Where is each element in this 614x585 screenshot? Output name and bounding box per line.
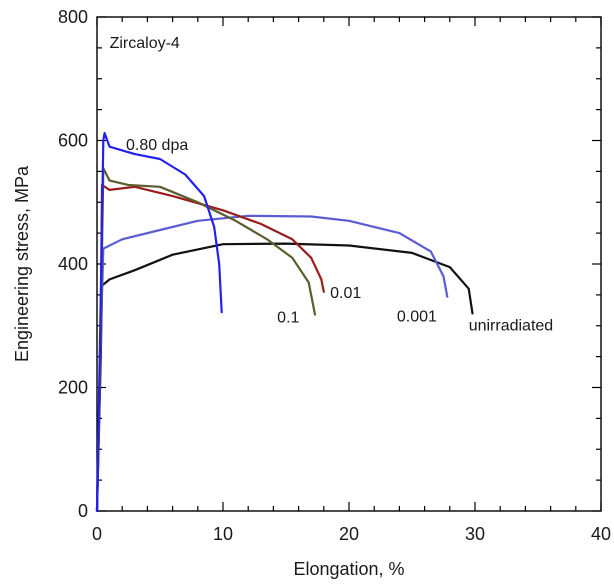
annotation-unirradiated: unirradiated bbox=[469, 318, 554, 335]
y-axis-label: Engineering stress, MPa bbox=[12, 165, 32, 362]
plot-frame bbox=[96, 16, 602, 512]
annotation-0-80-dpa: 0.80 dpa bbox=[126, 137, 188, 154]
axis-ticks bbox=[96, 16, 602, 512]
x-tick-label: 0 bbox=[92, 524, 102, 544]
series-line-unirradiated bbox=[95, 242, 474, 513]
series-line-0-01 bbox=[95, 183, 325, 513]
y-tick-label: 800 bbox=[58, 7, 88, 27]
annotation-0-001: 0.001 bbox=[397, 308, 437, 325]
data-series bbox=[95, 132, 474, 513]
series-line-0-001 bbox=[95, 214, 449, 513]
annotations: Zircaloy-4 0.80 dpa 0.01 0.1 0.001 unirradiat… bbox=[110, 35, 554, 335]
x-tick-label: 30 bbox=[465, 524, 485, 544]
series-line-0-80-dpa bbox=[95, 132, 223, 513]
y-tick-label: 200 bbox=[58, 378, 88, 398]
annotation-0-01: 0.01 bbox=[330, 285, 361, 302]
x-tick-label: 10 bbox=[213, 524, 233, 544]
y-tick-label: 400 bbox=[58, 254, 88, 274]
x-tick-label: 40 bbox=[591, 524, 611, 544]
x-tick-label: 20 bbox=[339, 524, 359, 544]
annotation-zircaloy-4: Zircaloy-4 bbox=[110, 35, 180, 52]
x-axis-label: Elongation, % bbox=[293, 559, 404, 579]
y-tick-label: 0 bbox=[78, 501, 88, 521]
y-tick-label: 600 bbox=[58, 131, 88, 151]
annotation-0-1: 0.1 bbox=[277, 310, 299, 327]
